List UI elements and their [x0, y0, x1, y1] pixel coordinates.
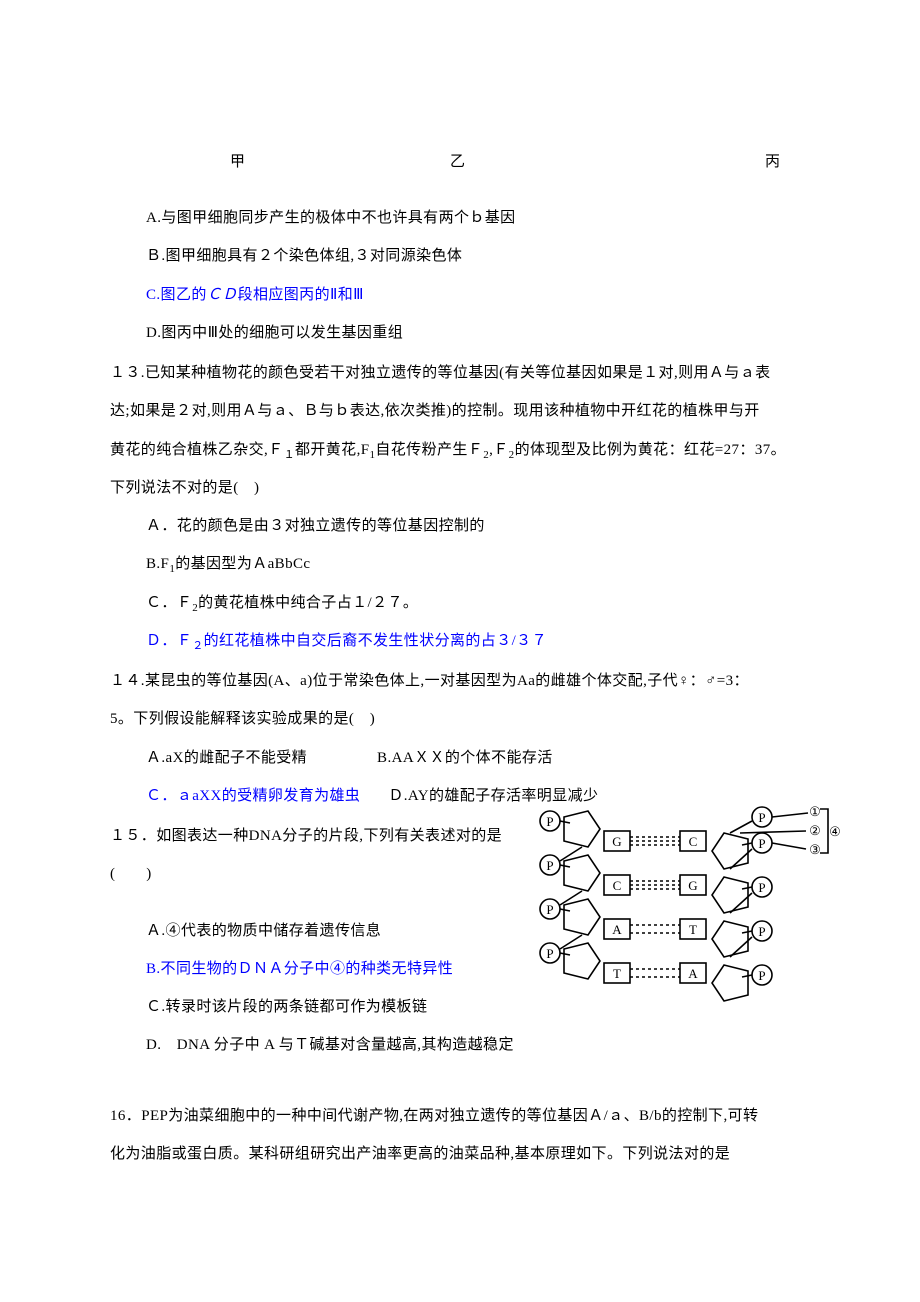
- q12-c-post: 段相应图丙的Ⅱ和Ⅲ: [238, 287, 364, 303]
- q13-option-b: B.F1的基因型为ＡaBbCc: [110, 545, 830, 583]
- q12-option-b: Ｂ.图甲细胞具有２个染色体组,３对同源染色体: [110, 237, 830, 275]
- q14-options-row1: Ａ.aX的雌配子不能受精 B.AAＸＸ的个体不能存活: [110, 739, 830, 777]
- dna-diagram: P P P P P P P P P G C A T C G: [530, 803, 840, 1008]
- q16-stem-2: 化为油脂或蛋白质。某科研组研究出产油率更高的油菜品种,基本原理如下。下列说法对的…: [110, 1135, 830, 1173]
- q13-d-sub: ２: [192, 640, 203, 652]
- svg-text:P: P: [546, 902, 553, 917]
- q13-stem-2: 达;如果是２对,则用Ａ与ａ、Ｂ与ｂ表达,依次类推)的控制。现用该种植物中开红花的…: [110, 392, 830, 430]
- svg-text:P: P: [546, 858, 553, 873]
- svg-text:C: C: [689, 834, 698, 849]
- q12-c-cd: ＣＤ: [207, 287, 238, 303]
- q13-s3-p3: 自花传粉产生Ｆ: [375, 442, 483, 458]
- dna-svg-icon: P P P P P P P P P G C A T C G: [530, 803, 840, 1008]
- label-bing: 丙: [765, 150, 780, 171]
- q16-stem-1: 16．PEP为油菜细胞中的一种中间代谢产物,在两对独立遗传的等位基因Ａ/ａ、B/…: [110, 1097, 830, 1135]
- q14-option-d: Ｄ.AY的雄配子存活率明显减少: [388, 788, 598, 804]
- svg-text:P: P: [758, 836, 765, 851]
- q13-b-pre: B.F: [146, 556, 169, 572]
- label-yi: 乙: [450, 150, 465, 171]
- svg-text:A: A: [612, 922, 622, 937]
- svg-text:P: P: [546, 946, 553, 961]
- svg-text:①: ①: [809, 804, 821, 819]
- q13-option-d: Ｄ．Ｆ２的红花植株中自交后裔不发生性状分离的占３/３７: [110, 622, 830, 660]
- q14-option-b: B.AAＸＸ的个体不能存活: [377, 750, 553, 766]
- svg-text:③: ③: [809, 842, 821, 857]
- q13-d-pre: Ｄ．Ｆ: [146, 633, 192, 649]
- q12-option-a: A.与图甲细胞同步产生的极体中不也许具有两个ｂ基因: [110, 199, 830, 237]
- q13-c-post: 的黄花植株中纯合子占１/２７。: [198, 595, 418, 611]
- q13-s3-p5: 的体现型及比例为黄花：红花=27：37。: [515, 442, 786, 458]
- svg-text:G: G: [688, 878, 697, 893]
- q13-stem-4: 下列说法不对的是( ): [110, 469, 830, 507]
- svg-text:C: C: [613, 878, 622, 893]
- q13-s3-p2: 都开黄花,F: [295, 442, 370, 458]
- svg-text:T: T: [613, 966, 621, 981]
- q12-option-d: D.图丙中Ⅲ处的细胞可以发生基因重组: [110, 314, 830, 352]
- svg-text:T: T: [689, 922, 697, 937]
- q13-s3-p1: 黄花的纯合植株乙杂交,Ｆ: [110, 442, 284, 458]
- svg-text:G: G: [612, 834, 621, 849]
- label-jia: 甲: [230, 150, 245, 171]
- q13-c-pre: Ｃ．Ｆ: [146, 595, 192, 611]
- q14-stem-1: １４.某昆虫的等位基因(A、a)位于常染色体上,一对基因型为Aa的雌雄个体交配,…: [110, 662, 830, 700]
- svg-text:④: ④: [829, 824, 840, 839]
- q14-option-a: Ａ.aX的雌配子不能受精: [146, 750, 307, 766]
- q14-stem-2: 5。下列假设能解释该实验成果的是( ): [110, 700, 830, 738]
- svg-text:P: P: [758, 968, 765, 983]
- q12-c-pre: C.图乙的: [146, 287, 207, 303]
- q13-b-post: 的基因型为ＡaBbCc: [175, 556, 310, 572]
- svg-text:P: P: [758, 810, 765, 825]
- q12-option-c: C.图乙的ＣＤ段相应图丙的Ⅱ和Ⅲ: [110, 276, 830, 314]
- figure-labels-row: 甲 乙 丙: [110, 150, 830, 171]
- q15-stem-1: １５．如图表达一种DNA分子的片段,下列有关表述对的是: [110, 817, 510, 855]
- svg-text:A: A: [688, 966, 698, 981]
- q14-option-c: Ｃ．ａaXX的受精卵发育为雄虫: [146, 788, 360, 804]
- q13-s3-p4: ,Ｆ: [489, 442, 509, 458]
- q13-s3-s1: １: [284, 449, 295, 461]
- q13-stem-1: １３.已知某种植物花的颜色受若干对独立遗传的等位基因(有关等位基因如果是１对,则…: [110, 354, 830, 392]
- svg-text:P: P: [758, 924, 765, 939]
- q15-option-d: D. DNA 分子中 A 与Ｔ碱基对含量越高,其构造越稳定: [110, 1026, 830, 1064]
- q13-option-c: Ｃ．Ｆ2的黄花植株中纯合子占１/２７。: [110, 584, 830, 622]
- q13-stem-3: 黄花的纯合植株乙杂交,Ｆ１都开黄花,F1自花传粉产生Ｆ2,Ｆ2的体现型及比例为黄…: [110, 431, 830, 469]
- svg-text:P: P: [758, 880, 765, 895]
- svg-text:②: ②: [809, 823, 821, 838]
- q13-d-post: 的红花植株中自交后裔不发生性状分离的占３/３７: [204, 633, 547, 649]
- q13-option-a: Ａ．花的颜色是由３对独立遗传的等位基因控制的: [110, 507, 830, 545]
- svg-text:P: P: [546, 814, 553, 829]
